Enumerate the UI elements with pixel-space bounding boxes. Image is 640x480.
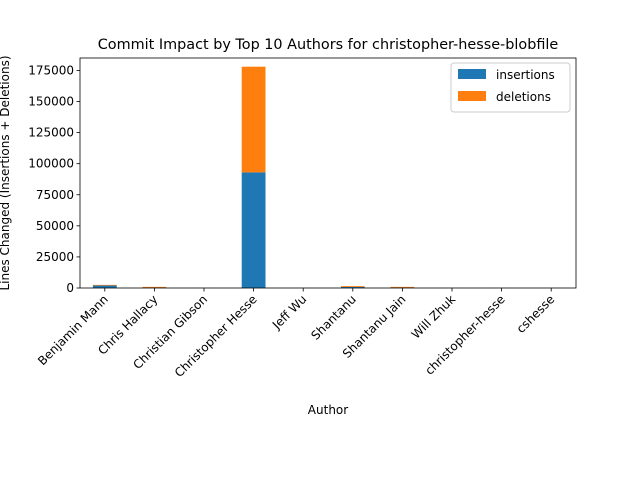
bar-insertions-christopher-hesse	[241, 172, 266, 288]
bar-deletions-shantanu-jain	[390, 286, 415, 288]
bar-deletions-chris-hallacy	[142, 286, 167, 288]
bars-group	[92, 66, 564, 288]
y-tick-label: 150000	[28, 95, 74, 109]
x-tick-label-jeff-wu: Jeff Wu	[269, 292, 309, 332]
bar-deletions-christopher-hesse	[241, 66, 266, 173]
x-tick-label-christopher-hesse: Christopher Hesse	[172, 292, 260, 380]
y-tick-label: 25000	[36, 250, 74, 264]
y-tick-label: 125000	[28, 126, 74, 140]
x-axis-label: Author	[308, 403, 348, 417]
bar-insertions-shantanu	[340, 287, 365, 288]
y-tick-label: 175000	[28, 63, 74, 77]
y-axis-label: Lines Changed (Insertions + Deletions)	[0, 55, 12, 290]
x-tick-label-benjamin-mann: Benjamin Mann	[35, 292, 111, 368]
legend-label-insertions: insertions	[496, 68, 555, 82]
y-axis-ticks: 0 25000 50000 75000 100000 125000 150000 175000	[28, 63, 80, 295]
chart-title: Commit Impact by Top 10 Authors for chri…	[98, 37, 559, 53]
x-tick-label-cshesse: cshesse	[514, 292, 558, 336]
bar-deletions-shantanu	[340, 286, 365, 288]
legend-swatch-deletions	[458, 91, 486, 101]
legend-label-deletions: deletions	[496, 90, 551, 104]
bar-deletions-benjamin-mann	[92, 284, 117, 286]
y-tick-label: 0	[66, 281, 74, 295]
x-tick-label-shantanu: Shantanu	[308, 292, 359, 343]
legend: insertions deletions	[450, 62, 571, 113]
x-tick-label-will-zhuk: Will Zhuk	[409, 292, 458, 341]
y-tick-label: 100000	[28, 157, 74, 171]
bar-insertions-benjamin-mann	[92, 285, 117, 288]
y-tick-label: 75000	[36, 188, 74, 202]
legend-swatch-insertions	[458, 69, 486, 79]
y-tick-label: 50000	[36, 219, 74, 233]
axes-frame	[79, 57, 577, 289]
